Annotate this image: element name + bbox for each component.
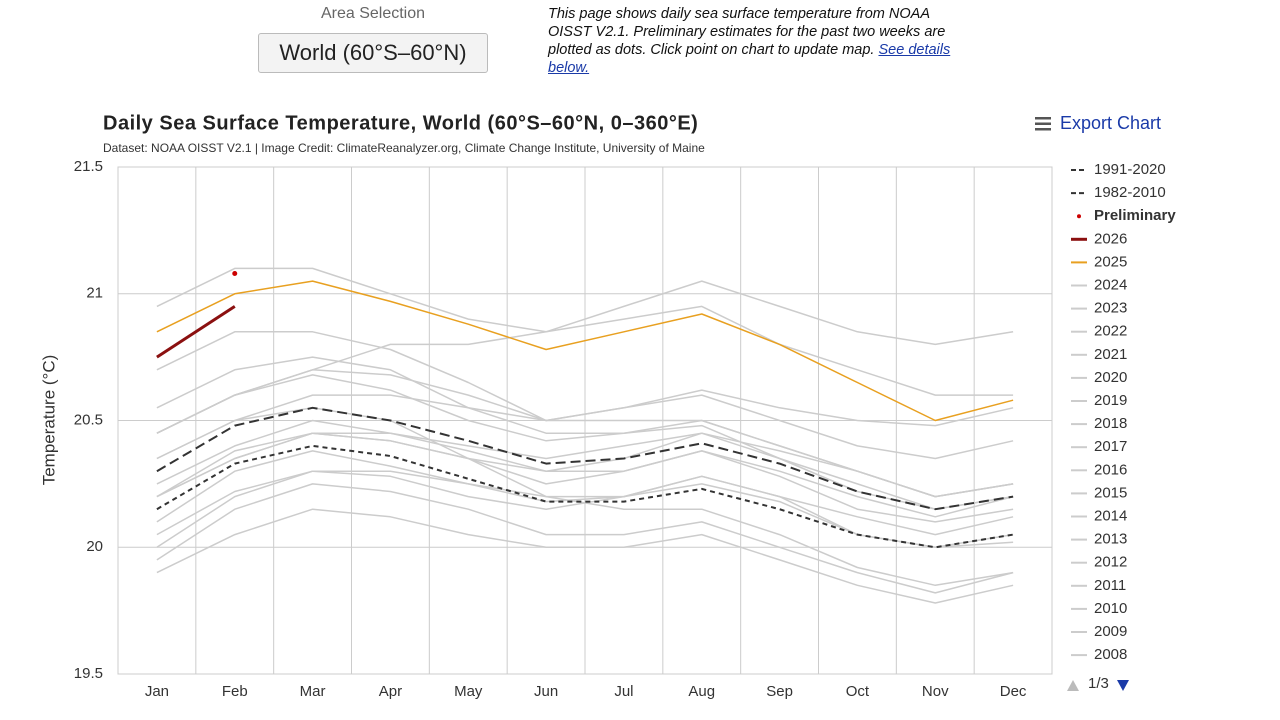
legend-item[interactable]: 2009 [1071,623,1127,640]
preliminary-dot [232,270,238,276]
legend-label: 2011 [1094,577,1126,594]
legend-label: 2008 [1094,646,1127,663]
legend-label: 2022 [1094,323,1127,340]
area-dropdown[interactable]: World (60°S–60°N) [258,33,488,73]
chart-subtitle: Dataset: NOAA OISST V2.1 | Image Credit:… [103,141,705,155]
legend-prev[interactable] [1067,680,1079,691]
legend-label: 2014 [1094,507,1127,524]
chart-title: Daily Sea Surface Temperature, World (60… [103,112,698,134]
series-line [156,432,1014,523]
legend-item[interactable]: Preliminary [1077,207,1176,224]
legend-label: 2023 [1094,300,1127,317]
legend-item[interactable]: 2018 [1071,415,1127,432]
description: This page shows daily sea surface temper… [548,5,968,77]
x-tick-label: Aug [688,683,715,700]
legend-item[interactable]: 2025 [1071,253,1127,270]
details-link[interactable]: See details below. [548,42,951,76]
legend-item[interactable]: 2023 [1071,300,1127,317]
y-tick-label: 21 [86,285,103,302]
legend-label: 2013 [1094,531,1127,548]
series-line [156,356,1014,498]
legend-label: 2026 [1094,230,1127,247]
area-label: Area Selection [320,5,426,22]
legend-item[interactable]: 2008 [1071,646,1127,663]
x-tick-label: Sep [766,683,793,700]
series-line [156,280,1014,434]
series-line [156,483,1014,594]
menu-icon [1035,122,1051,125]
legend-item[interactable]: 2016 [1071,461,1127,478]
legend-item[interactable]: 2011 [1071,577,1126,594]
series-line [156,406,1014,511]
x-tick-label: Feb [222,683,248,700]
y-tick-label: 21.5 [74,158,103,175]
legend-page: 1/3 [1088,675,1109,692]
legend-item[interactable]: 2026 [1071,230,1127,247]
x-tick-label: Jun [534,683,558,700]
x-tick-label: Dec [1000,683,1027,700]
legend-item[interactable]: 2019 [1071,392,1127,409]
legend-item[interactable]: 2015 [1071,484,1127,501]
series-line [156,419,1014,510]
legend-item[interactable]: 1982-2010 [1071,184,1166,201]
legend-label: 2010 [1094,600,1127,617]
x-tick-label: Jul [614,683,633,700]
legend-item[interactable]: 2022 [1071,323,1127,340]
legend-label: 2009 [1094,623,1127,640]
legend-item[interactable]: 2012 [1071,554,1127,571]
legend-label: 2021 [1094,346,1127,363]
series-line [156,432,1014,518]
x-tick-label: Mar [300,683,326,700]
export-button[interactable]: Export Chart [1035,113,1161,133]
x-tick-label: Jan [145,683,169,700]
y-tick-label: 19.5 [74,665,103,682]
legend-item[interactable]: 2017 [1071,438,1127,455]
x-tick-label: May [454,683,483,700]
legend-item[interactable]: 2020 [1071,369,1127,386]
legend-label: 1991-2020 [1094,161,1166,178]
legend-next[interactable] [1117,680,1129,691]
legend-label: 2018 [1094,415,1127,432]
y-tick-label: 20 [86,538,103,555]
legend-label: 2024 [1094,276,1127,293]
legend-label: 2017 [1094,438,1127,455]
legend-label: Preliminary [1094,207,1176,224]
legend-label: 2019 [1094,392,1127,409]
series-line [156,267,1014,396]
legend-swatch [1077,214,1081,219]
legend-item[interactable]: 2010 [1071,600,1127,617]
legend-label: 2015 [1094,484,1127,501]
legend-label: 2025 [1094,253,1127,270]
y-tick-label: 20.5 [74,411,103,428]
series-line [156,305,236,359]
series-line [156,508,1014,604]
legend-item[interactable]: 2021 [1071,346,1127,363]
description-text: This page shows daily sea surface temper… [548,6,946,58]
legend-label: 2016 [1094,461,1127,478]
export-label[interactable]: Export Chart [1060,113,1161,133]
menu-icon [1035,128,1051,131]
x-tick-label: Nov [922,683,949,700]
legend-label: 2012 [1094,554,1127,571]
legend-item[interactable]: 2024 [1071,276,1127,293]
legend-item[interactable]: 2014 [1071,507,1127,524]
legend-label: 2020 [1094,369,1127,386]
legend-label: 1982-2010 [1094,184,1166,201]
y-axis-title: Temperature (°C) [39,355,58,486]
legend-item[interactable]: 2013 [1071,531,1127,548]
series-line [156,280,1014,422]
x-tick-label: Apr [379,683,402,700]
x-tick-label: Oct [846,683,870,700]
series-line [156,444,1014,549]
legend-item[interactable]: 1991-2020 [1071,161,1166,178]
menu-icon [1035,117,1051,120]
